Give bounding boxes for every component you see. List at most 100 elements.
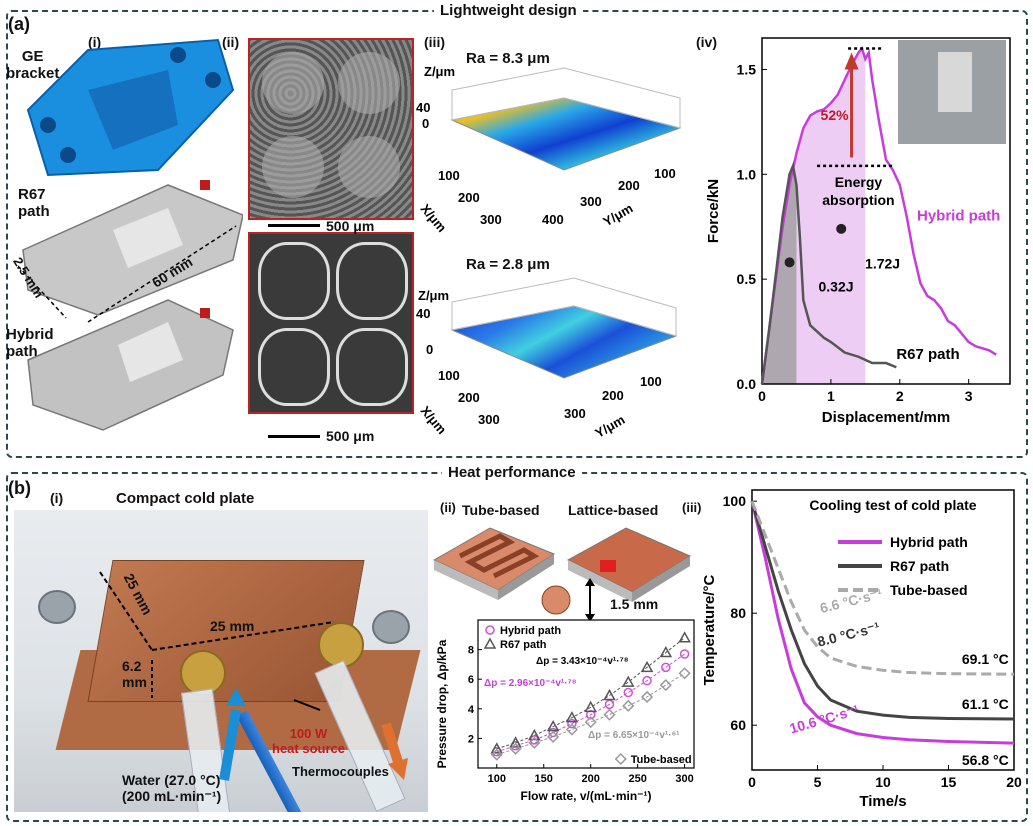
surface-map-bottom: Z/μm 40 0 100 200 300 X/μm 100 200 300 Y… (416, 277, 678, 441)
p-marker-0-7 (623, 687, 634, 698)
eq-r67: Δp = 3.43×10⁻⁴v¹·⁷⁸ (536, 656, 629, 667)
c-x-axis-label: Time/s (859, 793, 906, 810)
p-marker-2-4 (565, 723, 578, 736)
y-tick-label-0: 0.0 (737, 376, 757, 392)
p-marker-1-8 (640, 660, 654, 673)
c-y-axis-label: Temperature/°C (701, 574, 718, 685)
p-x-tick-label-100: 100 (488, 773, 506, 785)
surf-bot-x300: 300 (478, 412, 500, 427)
sub-label-a-iv: (iv) (696, 34, 717, 50)
p-marker-2-7 (622, 699, 635, 712)
c-series-line-2 (750, 500, 1015, 676)
dim-6-2mm: 6.2 mm (122, 658, 147, 690)
p-marker-2-2 (528, 736, 541, 749)
p-legend-marker-0 (485, 625, 495, 635)
p-marker-1-7 (621, 675, 635, 687)
surf-top-x100: 100 (438, 168, 460, 183)
surf-bot-ylabel: Y/μm (592, 412, 627, 441)
surf-top-ylabel: Y/μm (600, 200, 635, 229)
p-marker-1-9 (659, 646, 673, 658)
section-title-a: Lightweight design (434, 2, 583, 19)
surf-top-y400: 400 (542, 212, 564, 227)
r67-energy-area (762, 165, 797, 384)
p-marker-2-6 (603, 708, 616, 721)
end-label-tube: 69.1 °C (962, 651, 1009, 667)
y-axis-label: Force/kN (705, 179, 722, 243)
ra-bottom-label: Ra = 2.8 μm (466, 256, 550, 273)
surf-bot-y300: 300 (564, 406, 586, 421)
p-marker-2-5 (584, 716, 597, 729)
hybrid-path-label: Hybrid path (6, 326, 54, 360)
p-y-tick-label-6: 6 (468, 674, 474, 686)
c-legend-label-1: R67 path (890, 558, 949, 574)
surf-top-y300: 300 (580, 194, 602, 209)
p-legend-marker-1 (483, 637, 497, 649)
c-y-tick-label-100: 100 (723, 493, 747, 509)
p-marker-0-4 (567, 718, 577, 729)
series-line-0 (760, 45, 997, 385)
p-marker-1-2 (528, 728, 541, 741)
p-marker-1-1 (509, 736, 522, 748)
end-label-r67: 61.1 °C (962, 696, 1009, 712)
sem-image-r67 (248, 38, 414, 220)
p-y-tick-label-8: 8 (468, 645, 474, 657)
cold-plate-title: Compact cold plate (116, 490, 255, 507)
series-line-1 (760, 161, 897, 385)
pressure-drop-chart: 100 150 200 250 300 2 4 6 8 Flow rate, v/(mL·min⁻… (435, 619, 695, 803)
p-y-tick-label-4: 4 (468, 704, 475, 716)
annotation-1-72j: 1.72J (865, 256, 900, 272)
x-tick-label-2: 2 (896, 388, 904, 404)
p-y-axis-label: Pressure drop, Δp/kPa (435, 639, 449, 768)
hybrid-lattice-model (27, 299, 234, 431)
heat-source-label: 100 W heat source (272, 726, 345, 756)
p-x-axis-label: Flow rate, v/(mL·min⁻¹) (520, 789, 651, 803)
p-marker-1-4 (565, 711, 579, 723)
x-tick-label-1: 1 (827, 388, 835, 404)
surface-map-top: Z/μm 40 0 100 200 300 X/μm 100 200 300 4… (416, 64, 682, 235)
c-series-line-1 (750, 500, 1015, 721)
p-marker-0-3 (548, 727, 558, 738)
surf-bot-z40: 40 (416, 306, 430, 321)
y-tick-label-0.5: 0.5 (737, 271, 757, 287)
x-axis-label: Displacement/mm (822, 409, 950, 426)
c-y-tick-label-80: 80 (730, 605, 746, 621)
c-series-line-0 (750, 500, 1015, 745)
scale-label-bottom: 500 μm (326, 428, 375, 444)
dim-1-5mm: 1.5 mm (610, 596, 659, 612)
p-legend-label-0: Hybrid path (500, 625, 561, 637)
sem-image-hybrid (248, 232, 414, 414)
p-marker-0-9 (661, 662, 671, 673)
sub-label-a-ii: (ii) (222, 34, 240, 50)
p-marker-2-0 (490, 748, 503, 761)
surf-bot-z0: 0 (426, 342, 433, 357)
rate-label-r67: 8.0 °C·s⁻¹ (816, 619, 882, 650)
surf-top-y200: 200 (618, 178, 640, 193)
surf-top-y100: 100 (654, 166, 676, 181)
c-title: Cooling test of cold plate (809, 497, 976, 513)
sub-label-b-iii: (iii) (682, 500, 702, 515)
y-tick-label-1.5: 1.5 (737, 61, 757, 77)
p-marker-1-6 (603, 688, 616, 701)
surf-bot-y200: 200 (602, 388, 624, 403)
p-x-tick-label-150: 150 (535, 773, 553, 785)
surf-top-x300: 300 (480, 212, 502, 227)
surf-top-z40: 40 (416, 100, 430, 115)
surf-top-x200: 200 (458, 190, 480, 205)
scale-label-top: 500 μm (326, 218, 375, 234)
screw-right (372, 610, 410, 644)
eq-tube: Δp = 6.65×10⁻⁴v¹·⁶¹ (588, 730, 680, 741)
section-title-b: Heat performance (442, 464, 582, 481)
surf-bot-x100: 100 (438, 368, 460, 383)
p-marker-0-10 (679, 649, 690, 659)
annotation-r67-path: R67 path (896, 346, 959, 363)
dim-line-25 (18, 265, 67, 319)
surf-top-zlabel: Z/μm (424, 64, 455, 79)
ge-bracket-model (26, 38, 235, 177)
c-x-tick-label-10: 10 (875, 774, 891, 790)
p-fit-line-1 (496, 637, 685, 750)
lattice-based-title: Lattice-based (568, 502, 659, 518)
dim-line-60 (87, 225, 237, 323)
screw-left (38, 590, 76, 624)
p-x-tick-label-250: 250 (628, 773, 646, 785)
end-label-hybrid: 56.8 °C (962, 752, 1009, 768)
